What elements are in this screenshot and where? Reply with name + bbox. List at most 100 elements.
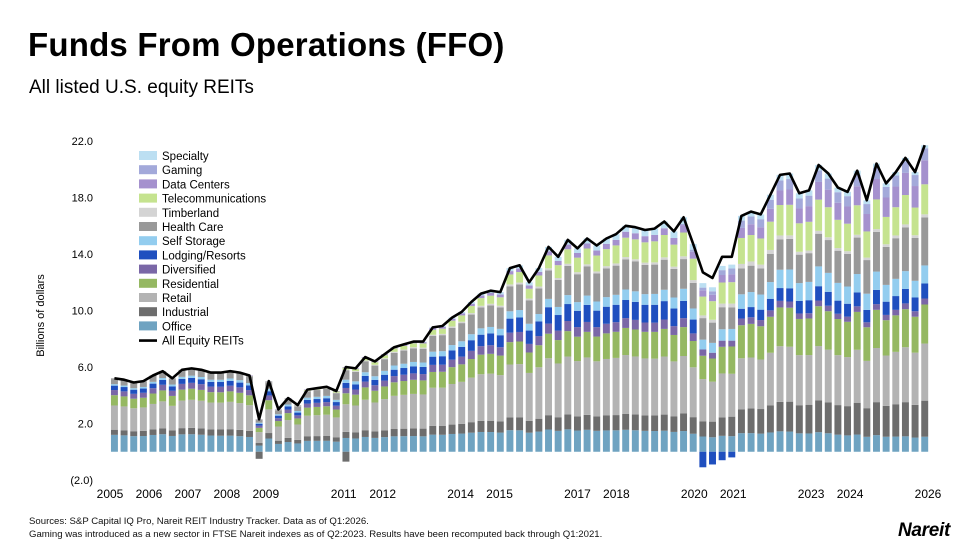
bar-segment-retail	[139, 407, 147, 431]
bar-segment-diversified	[207, 386, 215, 393]
bar-segment-timberland	[766, 249, 774, 254]
bar-segment-timberland	[487, 303, 495, 306]
bar-segment-self-storage	[805, 281, 813, 301]
bar-segment-diversified	[554, 330, 562, 341]
bar-segment-office	[573, 430, 581, 452]
bar-segment-gaming	[766, 199, 774, 209]
bar-segment-industrial	[246, 430, 253, 437]
bar-segment-data-centers	[921, 160, 929, 185]
all-equity-reits-line	[114, 144, 926, 421]
bar-segment-telecommunications	[419, 343, 427, 348]
bar-segment-lodging-resorts	[766, 298, 774, 311]
legend-label: Gaming	[162, 165, 202, 177]
bar-segment-residential	[188, 388, 196, 400]
bar-segment-self-storage	[303, 397, 311, 400]
bar-segment-diversified	[323, 402, 331, 407]
bar-segment-industrial	[265, 433, 273, 439]
bar-segment-health-care	[593, 273, 601, 302]
bar-segment-health-care	[545, 270, 552, 299]
chart-title: Funds From Operations (FFO)	[28, 26, 505, 63]
bar-segment-specialty	[631, 227, 639, 234]
bar-segment-retail	[284, 420, 292, 438]
bar-segment-industrial	[429, 425, 437, 435]
bar-segment-telecommunications	[670, 244, 678, 267]
bar-segment-self-storage	[361, 372, 369, 376]
bar-segment-self-storage	[188, 375, 196, 378]
bar-segment-retail	[921, 343, 929, 401]
bar-segment-health-care	[419, 348, 427, 363]
bar-segment-residential	[371, 390, 379, 403]
bar-segment-telecommunications	[805, 221, 813, 251]
bar-segment-diversified	[265, 395, 273, 401]
bar-segment-timberland	[419, 347, 427, 349]
bar-segment-industrial	[873, 402, 880, 436]
bar-segment-self-storage	[786, 269, 794, 289]
bar-segment-specialty	[747, 211, 755, 217]
bar-segment-residential	[409, 379, 417, 394]
bar-segment-self-storage	[178, 376, 186, 379]
bar-segment-industrial	[844, 406, 852, 436]
bar-segment-industrial	[361, 430, 369, 437]
x-tick-label: 2023	[798, 487, 825, 501]
bar-segment-retail	[120, 406, 128, 431]
x-tick-label: 2015	[486, 487, 513, 501]
bar-segment-telecommunications	[535, 275, 543, 287]
bar-segment-health-care	[294, 406, 302, 411]
bar-segment-residential	[583, 331, 591, 358]
bar-segment-health-care	[303, 391, 311, 398]
bar-segment-industrial	[911, 404, 919, 438]
bar-segment-timberland	[776, 235, 784, 240]
bar-segment-self-storage	[323, 395, 331, 399]
bar-segment-health-care	[757, 268, 765, 295]
bar-segment-office	[728, 436, 736, 452]
bar-segment-retail	[612, 357, 620, 416]
bar-segment-office	[477, 431, 485, 452]
bar-segment-timberland	[448, 326, 456, 328]
bar-segment-data-centers	[612, 239, 620, 246]
bar-segment-telecommunications	[882, 216, 890, 245]
bar-segment-diversified	[236, 387, 244, 393]
bar-segment-health-care	[477, 307, 485, 329]
bar-segment-office	[284, 442, 292, 452]
bar-segment-diversified	[612, 322, 620, 332]
bar-segment-retail	[882, 355, 890, 406]
bar-segment-lodging-resorts	[573, 310, 581, 328]
bar-segment-lodging-resorts	[660, 301, 668, 320]
bar-segment-industrial	[786, 401, 794, 432]
bar-segment-data-centers	[834, 202, 842, 220]
bar-segment-office	[342, 437, 350, 452]
bar-segment-retail	[718, 373, 726, 418]
bar-segment-office	[197, 434, 205, 452]
bar-segment-self-storage	[873, 271, 880, 290]
bar-segment-timberland	[757, 264, 765, 269]
legend-label: Specialty	[162, 151, 209, 163]
bar-segment-diversified	[564, 320, 572, 332]
bar-segment-timberland	[477, 305, 485, 308]
bar-segment-data-centers	[815, 181, 823, 200]
bar-segment-retail	[110, 405, 118, 430]
bar-segment-lodging-resorts	[361, 375, 369, 382]
bar-segment-timberland	[680, 256, 688, 260]
bar-segment-timberland	[815, 230, 823, 234]
bar-segment-gaming	[911, 175, 919, 187]
bar-segment-retail	[805, 355, 813, 405]
bar-segment-data-centers	[892, 186, 900, 208]
bar-segment-self-storage	[274, 414, 282, 416]
bar-segment-lodging-resorts	[815, 286, 823, 301]
x-tick-label: 2009	[252, 487, 279, 501]
bar-segment-lodging-resorts	[844, 303, 852, 317]
bar-segment-office	[371, 437, 379, 452]
bar-segment-health-care	[139, 381, 147, 387]
bar-segment-self-storage	[834, 282, 842, 301]
bar-segment-industrial	[303, 436, 311, 441]
bar-segment-office	[516, 430, 524, 452]
bar-segment-industrial	[381, 430, 389, 438]
bar-segment-diversified	[506, 332, 514, 343]
bar-segment-residential	[207, 392, 215, 403]
bar-segment-retail	[525, 372, 533, 421]
bar-segment-retail	[680, 356, 688, 414]
bar-segment-residential	[487, 353, 495, 374]
bar-segment-diversified	[757, 320, 765, 327]
bar-segment-office	[400, 436, 408, 452]
bar-segment-lodging-resorts	[120, 387, 128, 392]
